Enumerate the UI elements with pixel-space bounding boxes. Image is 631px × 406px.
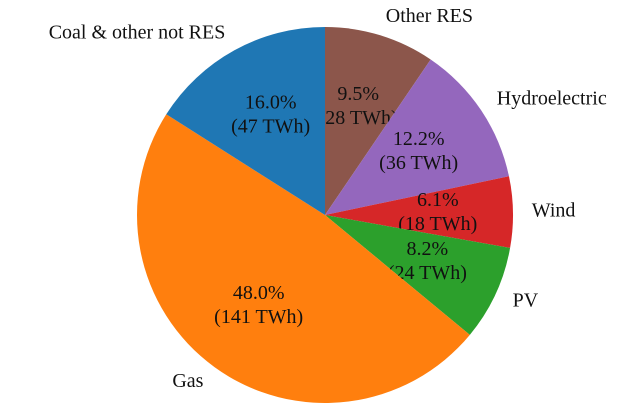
energy-label: (24 TWh) — [388, 262, 467, 284]
energy-label: (28 TWh) — [319, 107, 398, 129]
energy-label: (141 TWh) — [214, 306, 303, 328]
slice-label: Wind — [532, 199, 576, 221]
pie-slice — [325, 176, 513, 248]
value-label: 9.5% — [337, 83, 379, 105]
value-label: 6.1% — [417, 189, 459, 211]
pie-slice — [325, 215, 511, 335]
slice-label: Hydroelectric — [497, 87, 607, 109]
value-label: 12.2% — [393, 128, 445, 150]
energy-label: (18 TWh) — [398, 213, 477, 235]
energy-label: (47 TWh) — [231, 116, 310, 138]
slice-label: Other RES — [386, 5, 473, 27]
slice-label: PV — [513, 289, 539, 311]
value-label: 16.0% — [245, 92, 297, 114]
value-label: 8.2% — [407, 238, 449, 260]
pie-slice — [325, 59, 509, 216]
slice-label: Coal & other not RES — [49, 21, 226, 43]
pie-slice — [325, 27, 431, 215]
pie-slice — [166, 27, 325, 215]
slice-label: Gas — [172, 370, 203, 392]
value-label: 48.0% — [233, 282, 285, 304]
pie-slice — [137, 114, 470, 403]
energy-label: (36 TWh) — [379, 152, 458, 174]
